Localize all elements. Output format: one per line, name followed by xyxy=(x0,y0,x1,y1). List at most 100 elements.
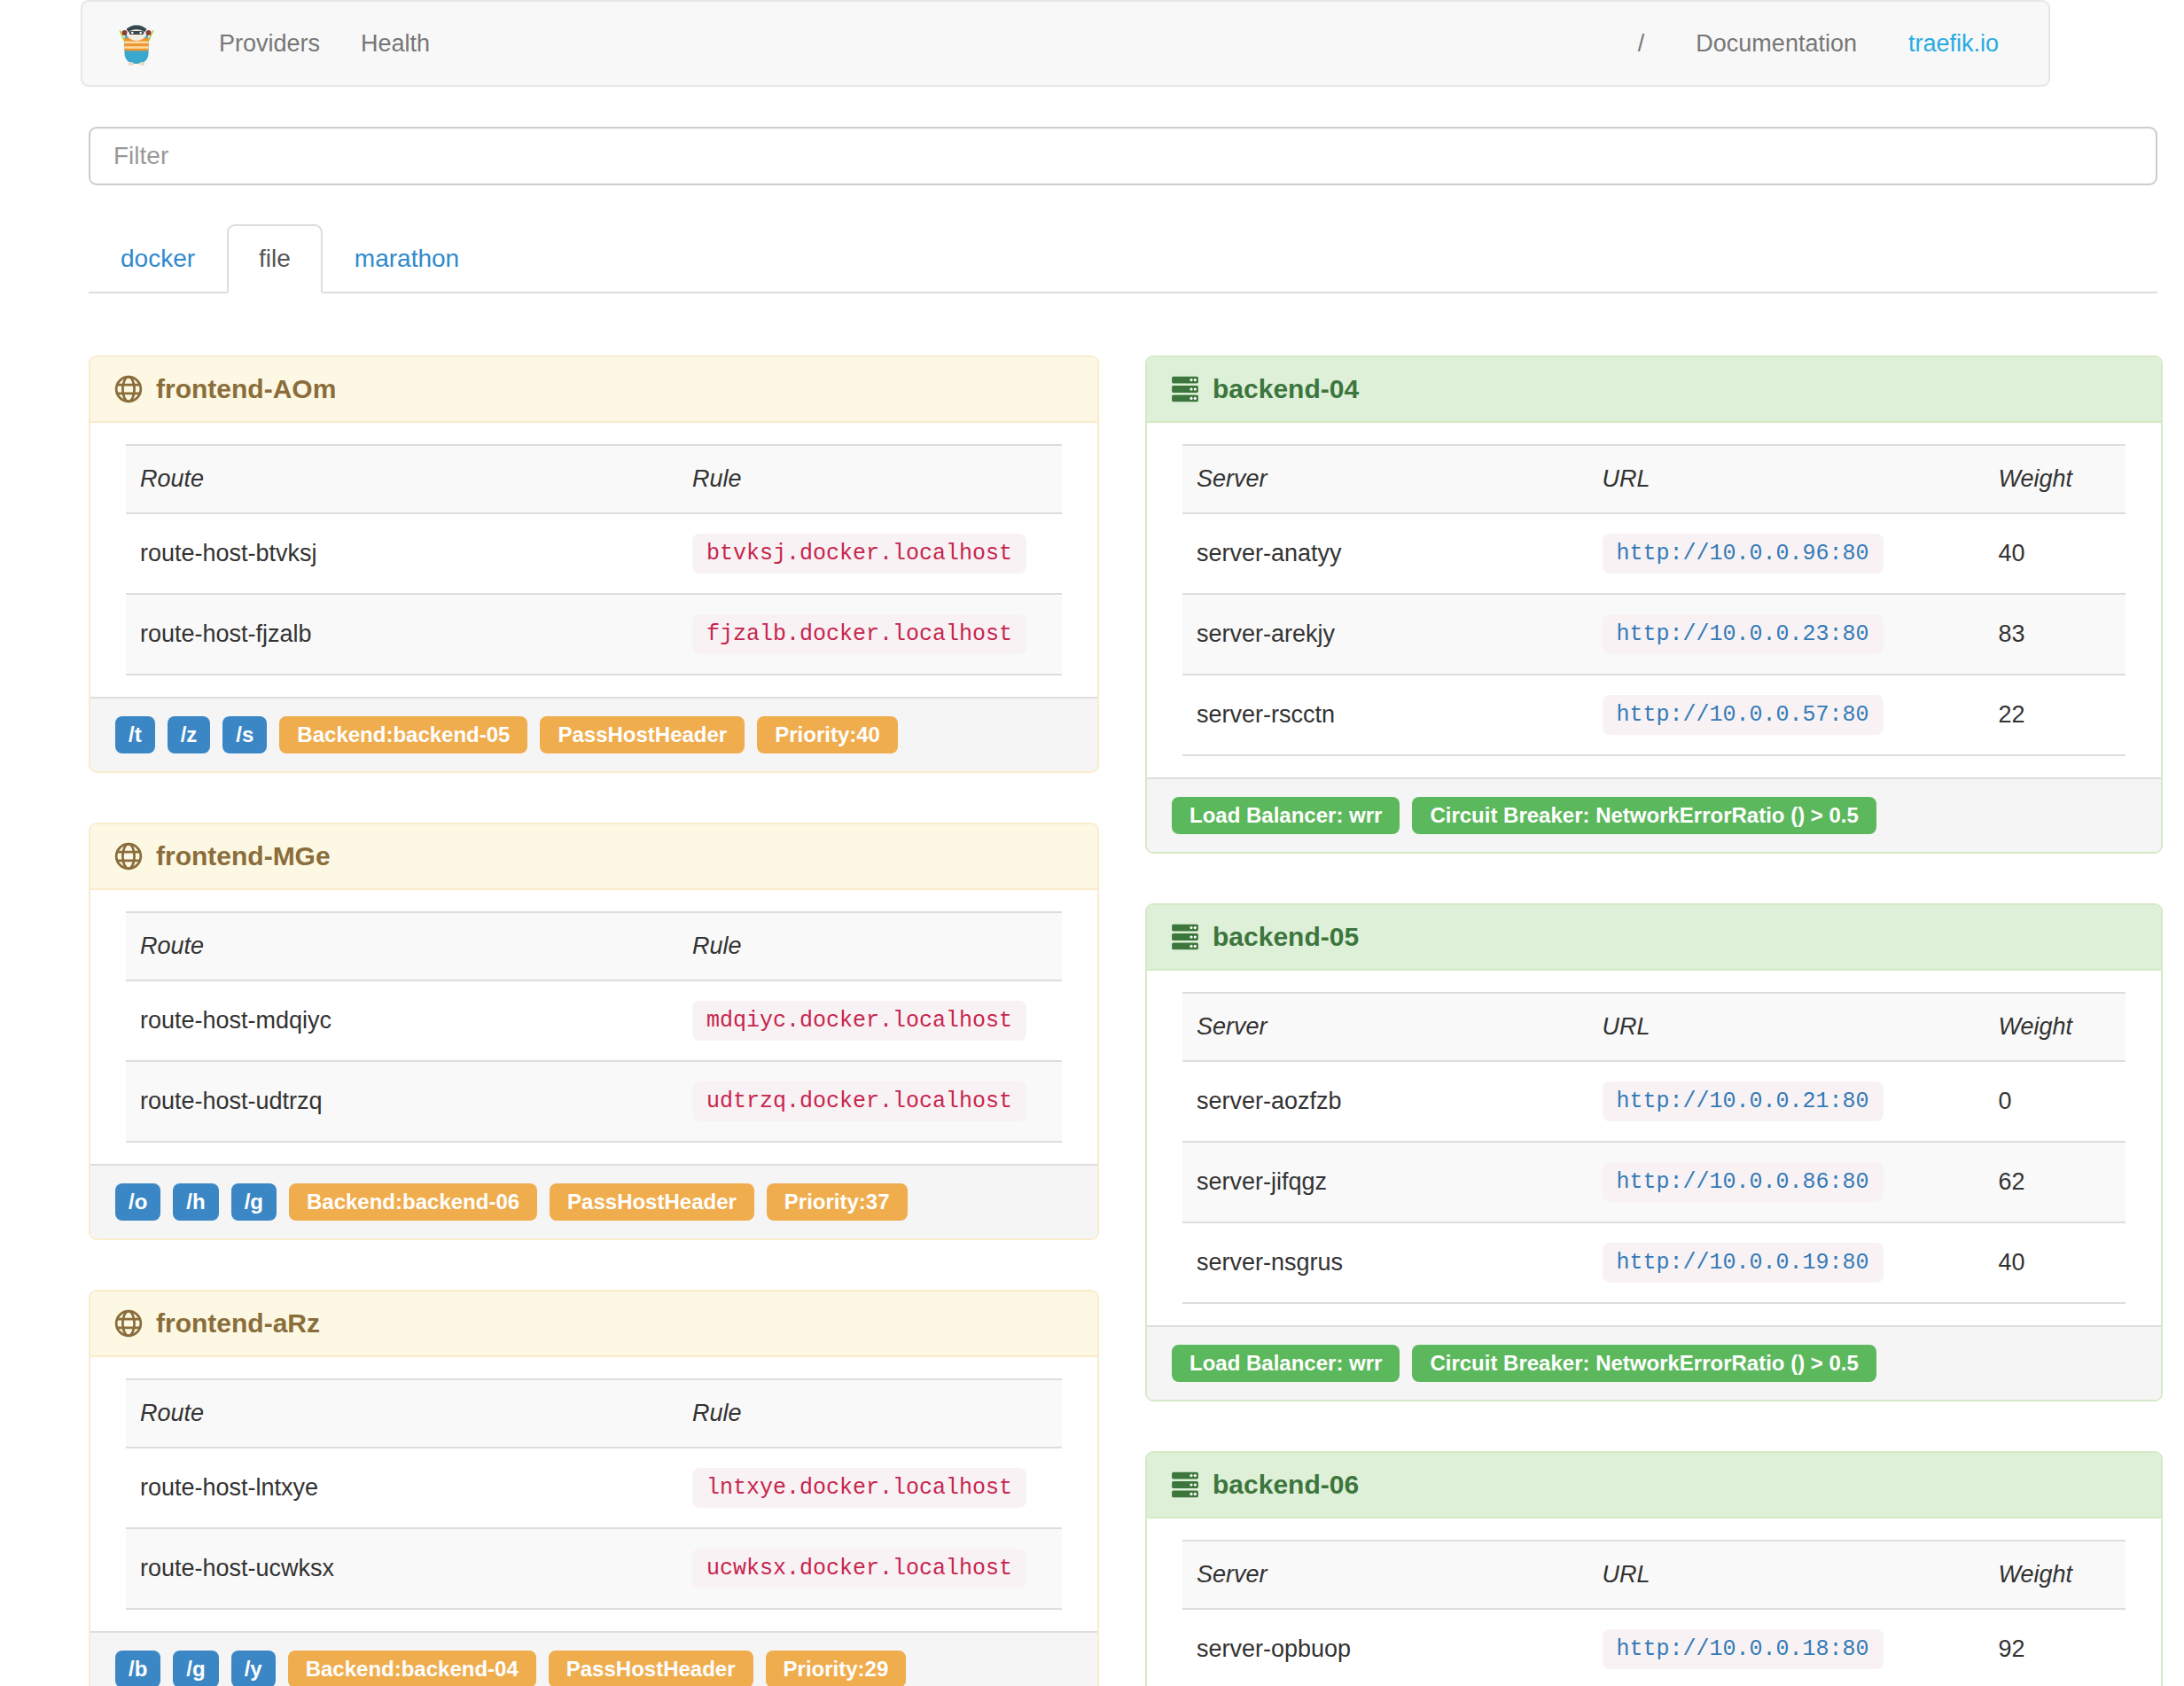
server-row: server-nsgrushttp://10.0.0.19:8040 xyxy=(1182,1222,2126,1303)
server-name: server-anatyy xyxy=(1182,513,1588,594)
table-header-cell: Weight xyxy=(1984,1541,2126,1609)
navbar-right: / Documentation traefik.io xyxy=(1638,30,1999,58)
tab-file[interactable]: file xyxy=(227,224,323,293)
page: Providers Health / Documentation traefik… xyxy=(0,0,2184,1686)
nav-separator: / xyxy=(1638,30,1645,58)
server-url-cell: http://10.0.0.18:80 xyxy=(1588,1609,1985,1686)
frontend-panel-header: frontend-AOm xyxy=(90,357,1097,423)
globe-icon xyxy=(113,374,144,404)
server-url-link[interactable]: http://10.0.0.23:80 xyxy=(1603,614,1884,654)
table-header-cell: URL xyxy=(1588,993,1985,1061)
column-header-server: Server xyxy=(1197,465,1268,492)
frontend-prop-badge: Backend:backend-05 xyxy=(279,716,527,753)
frontend-prop-badge: Priority:40 xyxy=(757,716,898,753)
route-row: route-host-lntxyelntxye.docker.localhost xyxy=(126,1448,1062,1528)
entrypoint-badge: /y xyxy=(231,1651,276,1686)
rule-cell: lntxye.docker.localhost xyxy=(678,1448,1062,1528)
column-header-url: URL xyxy=(1603,1561,1650,1588)
route-row: route-host-fjzalb fjzalb.docker.localhost xyxy=(126,594,1062,675)
table-header-row: Route Rule xyxy=(126,445,1062,513)
server-weight: 0 xyxy=(1984,1061,2126,1142)
server-url-cell: http://10.0.0.86:80 xyxy=(1588,1142,1985,1222)
frontend-panel-body: RouteRuleroute-host-btvksjbtvksj.docker.… xyxy=(90,423,1097,697)
server-row: server-aozfzb http://10.0.0.21:80 0 xyxy=(1182,1061,2126,1142)
server-name: server-rscctn xyxy=(1182,675,1588,755)
backends-column: backend-04 ServerURLWeightserver-anatyyh… xyxy=(1145,355,2163,1686)
entrypoint-badge: /b xyxy=(115,1651,160,1686)
nav-health-link[interactable]: Health xyxy=(361,30,430,58)
frontend-panel: frontend-MGe RouteRuleroute-host-mdqiycm… xyxy=(89,823,1099,1240)
route-name: route-host-fjzalb xyxy=(126,594,678,675)
frontend-title: frontend-aRz xyxy=(156,1308,320,1339)
frontends-column: frontend-AOm RouteRuleroute-host-btvksjb… xyxy=(89,355,1099,1686)
backend-panel-body: ServerURLWeightserver-opbuophttp://10.0.… xyxy=(1147,1518,2161,1686)
table-header-row: RouteRule xyxy=(126,912,1062,980)
frontend-panel-body: Route Rule route-host-lntxyelntxye.docker.… xyxy=(90,1357,1097,1631)
rule-code: fjzalb.docker.localhost xyxy=(692,614,1026,654)
table-header-cell: URL xyxy=(1588,1541,1985,1609)
nav-documentation-link[interactable]: Documentation xyxy=(1696,30,1857,58)
column-header-rule: Rule xyxy=(692,1400,742,1426)
frontend-prop-badge: Backend:backend-06 xyxy=(289,1183,537,1221)
traefik-logo-icon[interactable] xyxy=(118,21,155,66)
table-header-cell: Weight xyxy=(1984,445,2126,513)
frontend-panel-header: frontend-aRz xyxy=(90,1292,1097,1357)
frontend-panel-body: RouteRuleroute-host-mdqiycmdqiyc.docker.… xyxy=(90,890,1097,1164)
server-url-link[interactable]: http://10.0.0.57:80 xyxy=(1603,695,1884,735)
column-header-rule: Rule xyxy=(692,465,742,492)
server-url-link[interactable]: http://10.0.0.18:80 xyxy=(1603,1629,1884,1669)
rule-code: btvksj.docker.localhost xyxy=(692,534,1026,574)
table-header-cell: Route xyxy=(126,912,678,980)
backend-prop-badge: Load Balancer: wrr xyxy=(1172,1345,1400,1382)
column-header-url: URL xyxy=(1603,1013,1650,1040)
server-url-link[interactable]: http://10.0.0.86:80 xyxy=(1603,1162,1884,1202)
backend-prop-badge: Circuit Breaker: NetworkErrorRatio () > … xyxy=(1412,797,1876,834)
column-header-weight: Weight xyxy=(1998,1013,2072,1040)
tab-marathon[interactable]: marathon xyxy=(323,224,491,293)
server-url-link[interactable]: http://10.0.0.19:80 xyxy=(1603,1243,1884,1283)
filter-input[interactable] xyxy=(89,127,2157,185)
table-header-cell: Route xyxy=(126,1379,678,1448)
server-weight: 40 xyxy=(1984,513,2126,594)
rule-cell: ucwksx.docker.localhost xyxy=(678,1528,1062,1609)
nav-traefik-io-link[interactable]: traefik.io xyxy=(1908,30,1999,58)
frontend-title: frontend-AOm xyxy=(156,374,336,404)
table-header-cell: Rule xyxy=(678,445,1062,513)
rule-code: udtrzq.docker.localhost xyxy=(692,1081,1026,1121)
frontend-panel: frontend-AOm RouteRuleroute-host-btvksjb… xyxy=(89,355,1099,773)
backend-panel: backend-04 Server URLWeight server-anatyy h… xyxy=(1145,355,2163,854)
server-url-link[interactable]: http://10.0.0.21:80 xyxy=(1603,1081,1884,1121)
backend-panel-footer: Load Balancer: wrrCircuit Breaker: Netwo… xyxy=(1147,777,2161,852)
entrypoint-badge: /s xyxy=(222,716,267,753)
table-header-cell: Server xyxy=(1182,993,1588,1061)
globe-icon xyxy=(113,841,144,871)
table-header-cell: Rule xyxy=(678,1379,1062,1448)
frontend-panel-footer: /o/h/gBackend:backend-06PassHostHeaderPr… xyxy=(90,1164,1097,1238)
nav-providers-link[interactable]: Providers xyxy=(219,30,320,58)
rule-code: ucwksx.docker.localhost xyxy=(692,1549,1026,1588)
backend-panel-header: backend-04 xyxy=(1147,357,2161,423)
table-header-cell: URL xyxy=(1588,445,1985,513)
server-row: server-anatyy http://10.0.0.96:80 40 xyxy=(1182,513,2126,594)
route-row: route-host-ucwksx ucwksx.docker.localhost xyxy=(126,1528,1062,1609)
server-url-link[interactable]: http://10.0.0.96:80 xyxy=(1603,534,1884,574)
table-header-row: ServerURLWeight xyxy=(1182,1541,2126,1609)
table-header-row: Server URLWeight xyxy=(1182,445,2126,513)
filter-bar xyxy=(89,127,2163,185)
route-name: route-host-lntxye xyxy=(126,1448,678,1528)
table-header-cell: Weight xyxy=(1984,993,2126,1061)
table-header-row: Route Rule xyxy=(126,1379,1062,1448)
route-name: route-host-ucwksx xyxy=(126,1528,678,1609)
entrypoint-badge: /z xyxy=(168,716,211,753)
table-header-cell: Route xyxy=(126,445,678,513)
backend-title: backend-05 xyxy=(1213,922,1359,952)
globe-icon xyxy=(113,1308,144,1339)
server-icon xyxy=(1170,922,1200,952)
server-name: server-aozfzb xyxy=(1182,1061,1588,1142)
server-url-cell: http://10.0.0.23:80 xyxy=(1588,594,1985,675)
tab-docker[interactable]: docker xyxy=(89,224,227,293)
frontend-panel-footer: /t/z/sBackend:backend-05PassHostHeaderPr… xyxy=(90,697,1097,771)
backend-panel-body: Server URLWeight server-anatyy http://10.0.… xyxy=(1147,423,2161,777)
server-row: server-arekjyhttp://10.0.0.23:8083 xyxy=(1182,594,2126,675)
navbar: Providers Health / Documentation traefik… xyxy=(81,0,2050,87)
